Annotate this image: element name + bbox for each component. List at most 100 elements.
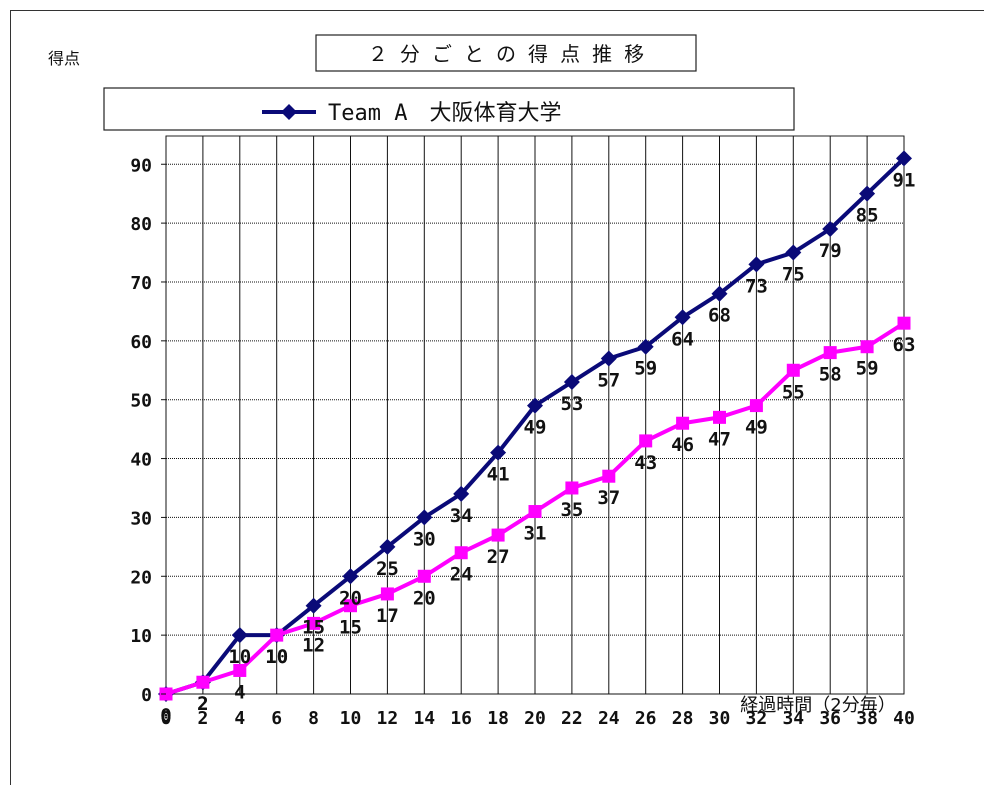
- data-point-square: [307, 616, 321, 630]
- x-tick-label: 30: [709, 708, 731, 729]
- data-label: 73: [745, 275, 768, 297]
- legend: Team A 大阪体育大学: [262, 101, 561, 126]
- data-point-square: [565, 481, 579, 495]
- y-tick-label: 70: [130, 273, 152, 294]
- data-point-square: [491, 528, 505, 542]
- data-label: 17: [376, 605, 399, 627]
- data-point-square: [196, 675, 210, 689]
- data-point-square: [454, 546, 468, 560]
- data-point-diamond: [674, 309, 691, 326]
- data-point-square: [380, 587, 394, 601]
- data-label: 0: [160, 705, 171, 727]
- x-tick-label: 36: [819, 708, 841, 729]
- legend-box: [103, 87, 795, 131]
- data-point-diamond: [859, 185, 876, 202]
- data-label: 31: [524, 523, 547, 545]
- data-point-square: [602, 469, 616, 483]
- grid-layer: [165, 135, 905, 695]
- data-point-diamond: [379, 538, 396, 555]
- data-point-square: [639, 434, 653, 448]
- data-label: 59: [856, 358, 879, 380]
- data-point-diamond: [342, 568, 359, 585]
- y-tick-label: 30: [130, 508, 152, 529]
- y-tick-label: 0: [141, 685, 152, 706]
- data-label: 2: [197, 693, 208, 715]
- x-tick-label: 22: [561, 708, 583, 729]
- data-point-diamond: [822, 221, 839, 237]
- data-label: 20: [339, 587, 362, 609]
- data-point-square: [528, 505, 542, 519]
- x-tick-label: 2: [197, 708, 208, 729]
- data-point-square: [860, 340, 874, 354]
- data-label: 27: [487, 546, 510, 568]
- data-label: 91: [893, 169, 916, 191]
- data-label: 34: [450, 505, 473, 527]
- data-point-diamond: [453, 485, 470, 502]
- data-label: 47: [708, 428, 731, 450]
- x-tick-label: 18: [487, 708, 509, 729]
- y-tick-label: 90: [130, 155, 152, 176]
- data-label: 35: [560, 499, 583, 521]
- data-label: 20: [413, 587, 436, 609]
- y-tick-label: 20: [130, 567, 152, 588]
- x-axis-label: 経過時間（2分毎）: [740, 695, 895, 716]
- x-tick-label: 24: [598, 708, 620, 729]
- x-tick-label: 12: [377, 708, 399, 729]
- data-label: 58: [819, 364, 842, 386]
- data-point-diamond: [896, 150, 912, 167]
- data-point-diamond: [748, 256, 765, 273]
- data-point-square: [786, 363, 800, 377]
- data-label: 46: [671, 434, 694, 456]
- chart-title-box: [315, 34, 697, 72]
- y-axis-label: 得点: [48, 49, 80, 68]
- data-label: 49: [745, 417, 768, 439]
- x-tick-label: 34: [782, 708, 804, 729]
- x-tick-label: 26: [635, 708, 657, 729]
- x-tick-label: 0: [161, 708, 172, 729]
- data-label: 4: [234, 681, 245, 703]
- data-point-square: [270, 628, 284, 642]
- data-label: 53: [560, 393, 583, 415]
- x-tick-label: 28: [672, 708, 694, 729]
- data-point-diamond: [305, 597, 322, 614]
- y-tick-label: 40: [130, 450, 152, 471]
- x-tick-label: 16: [450, 708, 472, 729]
- data-label: 64: [671, 328, 694, 350]
- x-tick-label: 4: [234, 708, 245, 729]
- data-point-diamond: [637, 338, 654, 355]
- data-point-square: [897, 316, 911, 330]
- data-label: 55: [782, 381, 805, 403]
- data-label: 12: [302, 634, 325, 656]
- data-point-diamond: [527, 397, 543, 414]
- data-point-diamond: [563, 374, 580, 391]
- data-point-square: [233, 663, 247, 677]
- data-label: 85: [856, 205, 879, 227]
- data-label: 30: [413, 528, 436, 550]
- data-point-diamond: [416, 509, 433, 526]
- x-tick-label: 20: [524, 708, 546, 729]
- data-label: 79: [819, 240, 842, 262]
- data-label: 25: [376, 558, 399, 580]
- y-tick-label: 50: [130, 391, 152, 412]
- data-label: 10: [228, 646, 251, 668]
- data-point-square: [344, 599, 357, 613]
- x-tick-label: 8: [308, 708, 319, 729]
- data-point-diamond: [231, 627, 248, 644]
- data-point-diamond: [490, 444, 507, 461]
- data-label: 2: [197, 693, 208, 715]
- data-label: 10: [265, 646, 288, 668]
- x-tick-label: 6: [271, 708, 282, 729]
- chart-frame: [10, 10, 984, 785]
- data-label: 49: [524, 417, 547, 439]
- data-label: 41: [487, 464, 510, 486]
- data-label: 37: [597, 487, 620, 509]
- data-label: 15: [339, 617, 362, 639]
- data-label: 59: [634, 358, 657, 380]
- y-tick-label: 80: [130, 214, 152, 235]
- data-label: 15: [302, 617, 325, 639]
- x-tick-label: 14: [413, 708, 435, 729]
